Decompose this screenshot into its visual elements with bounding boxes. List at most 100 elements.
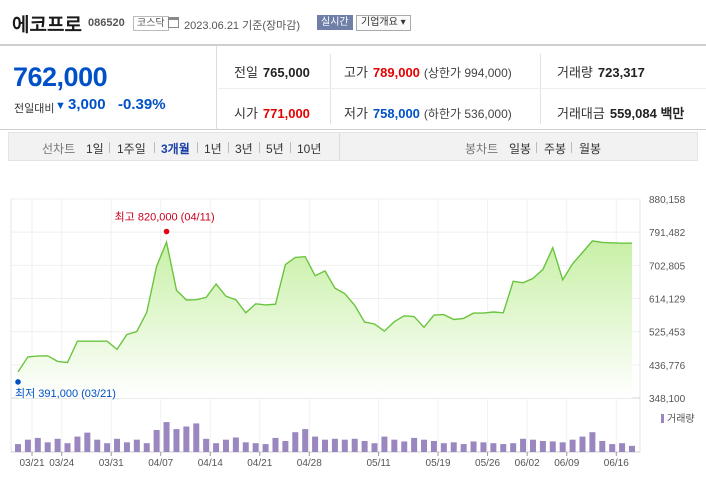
tab-5y[interactable]: 5년	[266, 142, 284, 156]
high-label: 고가	[344, 65, 368, 80]
volume-value: 723,317	[597, 65, 645, 80]
volume-bar	[549, 441, 556, 452]
max-point-marker	[163, 228, 170, 235]
x-tick-label: 05/19	[426, 458, 451, 469]
x-tick-label: 06/16	[604, 458, 629, 469]
volume-legend-label: 거래량	[667, 413, 695, 425]
volume-bar	[351, 438, 358, 452]
amount-value: 559,084 백만	[609, 106, 685, 121]
tab-3y[interactable]: 3년	[235, 142, 253, 156]
volume-bar	[302, 429, 309, 452]
price-summary: 762,000 전일대비 ▼ 3,000 -0.39% 전일 765,000 고가…	[0, 44, 706, 130]
tab-monthly[interactable]: 월봉	[579, 142, 602, 156]
volume-bar	[153, 430, 160, 452]
volume-bar	[510, 443, 517, 452]
volume-bar	[143, 443, 150, 452]
upper-limit: (상한가 994,000)	[423, 66, 512, 80]
volume-bar	[252, 443, 259, 452]
candle-chart-label: 봉차트	[465, 142, 499, 156]
x-tick-label: 05/11	[366, 458, 391, 469]
volume-bar	[440, 443, 447, 452]
x-tick-label: 03/31	[99, 458, 124, 469]
volume-bar	[411, 437, 418, 452]
x-tick-label: 04/21	[247, 458, 272, 469]
volume-bar	[232, 437, 239, 452]
volume-bar	[114, 438, 121, 452]
open-value: 771,000	[262, 106, 310, 121]
tab-divider	[228, 142, 229, 153]
volume-bar	[490, 443, 497, 452]
change-amount: 3,000	[68, 96, 106, 113]
volume-bar	[54, 438, 61, 452]
volume-bar	[262, 444, 269, 452]
tab-weekly[interactable]: 주봉	[544, 142, 567, 156]
x-tick-label: 03/24	[49, 458, 74, 469]
tab-daily[interactable]: 일봉	[509, 142, 532, 156]
tab-10y[interactable]: 10년	[297, 142, 322, 156]
tab-divider	[154, 142, 155, 153]
tab-1w[interactable]: 1주일	[117, 142, 146, 156]
tab-divider	[290, 142, 291, 153]
low-label: 저가	[344, 106, 368, 121]
chart-tabs: 선차트 1일 1주일 3개월 1년 3년 5년 10년 봉차트 일봉 주봉 월봉	[8, 132, 698, 161]
volume-bar	[421, 439, 428, 452]
tab-3m[interactable]: 3개월	[161, 142, 190, 156]
volume-bar	[331, 438, 338, 452]
volume-bar	[480, 442, 487, 452]
x-tick-label: 03/21	[19, 458, 44, 469]
line-chart-label: 선차트	[42, 142, 76, 156]
volume-bar	[34, 437, 41, 452]
volume-bar	[24, 439, 31, 452]
volume-bar	[44, 442, 51, 452]
volume-bar	[341, 439, 348, 452]
tab-divider	[109, 142, 110, 153]
volume-bar	[609, 444, 616, 452]
volume-bar	[322, 439, 328, 452]
tab-divider	[571, 142, 572, 153]
volume-bar	[539, 441, 546, 452]
volume-bar	[500, 444, 507, 452]
current-price-box: 762,000 전일대비 ▼ 3,000 -0.39%	[0, 46, 217, 130]
volume-bar	[381, 436, 388, 452]
stock-code: 086520	[88, 17, 125, 29]
volume-bar	[450, 442, 457, 452]
volume-bar	[569, 439, 576, 452]
row-divider	[218, 88, 706, 89]
volume-bar	[64, 443, 71, 452]
volume-bar	[203, 438, 210, 452]
volume-bar	[183, 426, 190, 452]
current-price: 762,000	[13, 62, 108, 92]
volume-bar	[104, 443, 111, 452]
stock-header: 에코프로 086520 코스닥 2023.06.21 기준(장마감) 실시간 기…	[0, 0, 706, 44]
x-tick-label: 05/26	[475, 458, 500, 469]
volume-bar	[361, 441, 368, 452]
high-cell: 고가 789,000 (상한가 994,000)	[344, 62, 512, 81]
min-price-annotation: 최저 391,000 (03/21)	[15, 387, 116, 400]
y-tick-label: 791,482	[649, 228, 686, 239]
realtime-button[interactable]: 실시간	[317, 15, 353, 30]
volume-bar	[163, 422, 170, 452]
volume-bar	[94, 439, 101, 452]
prev-close-value: 765,000	[262, 65, 310, 80]
high-value: 789,000	[372, 65, 420, 80]
divider	[540, 54, 541, 124]
tab-1y[interactable]: 1년	[204, 142, 222, 156]
volume-label: 거래량	[557, 65, 593, 80]
prev-close-cell: 전일 765,000	[234, 62, 310, 81]
price-line	[17, 239, 632, 373]
tab-divider	[259, 142, 260, 153]
calendar-icon	[168, 17, 179, 28]
y-tick-label: 880,158	[649, 195, 686, 206]
company-overview-dropdown[interactable]: 기업개요 ▾	[356, 15, 411, 31]
open-cell: 시가 771,000	[234, 103, 310, 122]
amount-label: 거래대금	[557, 106, 605, 121]
volume-bar	[213, 443, 220, 452]
tab-1d[interactable]: 1일	[86, 142, 104, 156]
volume-bar	[242, 442, 249, 452]
y-tick-label: 702,805	[649, 261, 686, 272]
volume-bar	[589, 432, 596, 452]
y-tick-label: 436,776	[649, 361, 686, 372]
prev-close-label: 전일	[234, 65, 258, 80]
x-tick-label: 04/14	[198, 458, 223, 469]
min-point-marker	[15, 379, 21, 385]
